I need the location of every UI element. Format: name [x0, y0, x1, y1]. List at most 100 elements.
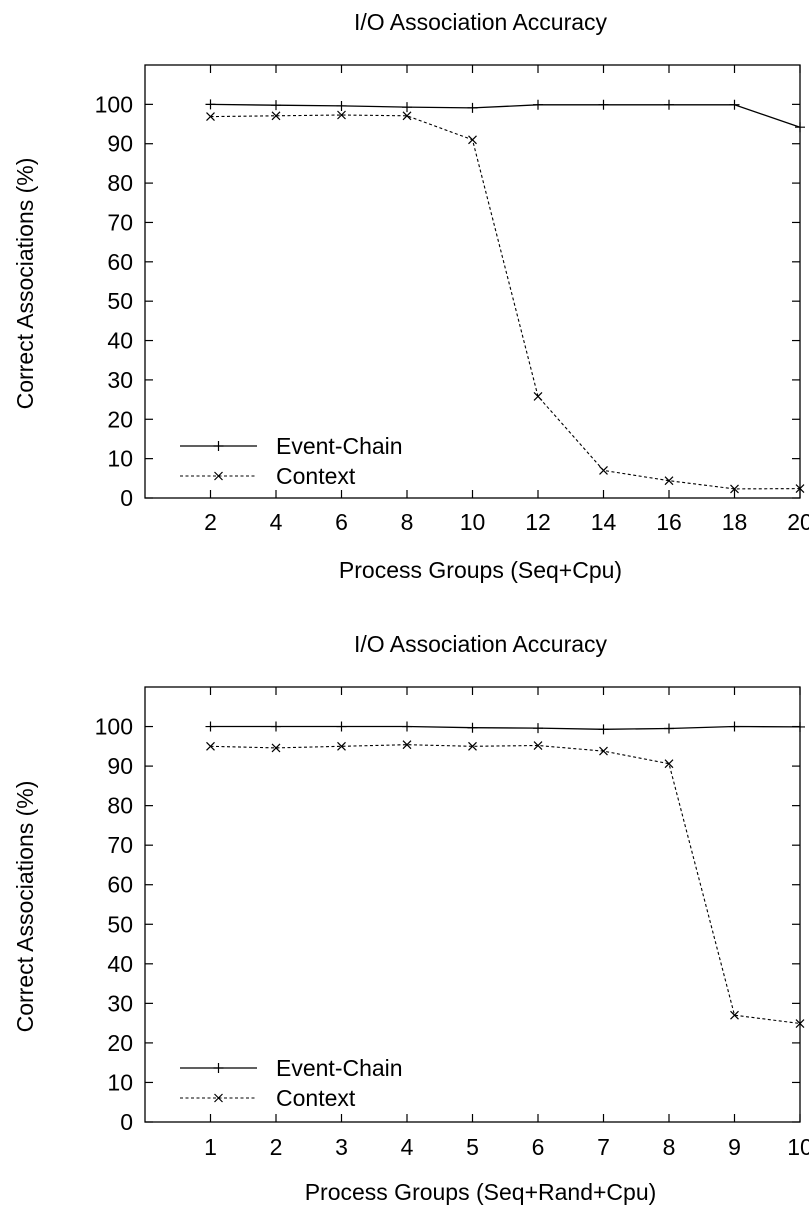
- series-event-chain: [205, 99, 805, 133]
- x-tick-label: 10: [460, 509, 486, 535]
- legend-marker: [214, 471, 223, 481]
- x-tick-label: 16: [656, 509, 682, 535]
- x-tick-label: 9: [728, 1134, 741, 1160]
- data-point: [205, 99, 216, 110]
- y-tick-label: 70: [107, 209, 133, 235]
- x-tick-label: 3: [335, 1134, 348, 1160]
- y-tick-label: 80: [107, 170, 133, 196]
- data-point: [664, 723, 674, 734]
- x-axis-label: Process Groups (Seq+Cpu): [339, 557, 622, 583]
- data-point: [271, 721, 281, 732]
- legend-marker: [213, 441, 224, 451]
- y-tick-label: 80: [107, 793, 133, 819]
- series-context: [206, 740, 805, 1028]
- data-point: [795, 1019, 805, 1028]
- series-event-chain: [205, 721, 805, 735]
- chart-title: I/O Association Accuracy: [354, 9, 608, 35]
- y-tick-label: 90: [107, 131, 133, 157]
- y-axis-label: Correct Associations (%): [12, 781, 38, 1033]
- data-point: [795, 122, 805, 133]
- legend-label: Event-Chain: [276, 1055, 403, 1081]
- data-point: [402, 740, 412, 750]
- x-tick-label: 8: [663, 1134, 676, 1160]
- y-tick-label: 30: [107, 990, 133, 1016]
- x-tick-label: 2: [270, 1134, 283, 1160]
- data-point: [598, 99, 609, 110]
- y-tick-label: 10: [107, 446, 133, 472]
- y-axis-label: Correct Associations (%): [12, 158, 38, 410]
- legend-marker: [213, 1063, 224, 1073]
- x-tick-label: 6: [532, 1134, 545, 1160]
- data-point: [729, 99, 740, 110]
- data-point: [795, 484, 805, 493]
- chart-2: I/O Association Accuracy 0 10 20 30 40 50 60 70 8…: [12, 631, 809, 1205]
- y-tick-label: 40: [107, 328, 133, 354]
- series-line: [210, 725, 801, 730]
- data-point: [336, 721, 347, 732]
- data-point: [467, 722, 478, 733]
- data-point: [402, 111, 412, 121]
- y-tick-label: 60: [107, 249, 133, 275]
- x-tick-label: 12: [525, 509, 551, 535]
- data-point: [337, 110, 346, 120]
- data-point: [599, 746, 608, 756]
- data-point: [402, 721, 412, 732]
- data-point: [533, 392, 543, 401]
- y-tick-label: 40: [107, 951, 133, 977]
- data-point: [337, 741, 346, 751]
- x-tick-label: 6: [335, 509, 348, 535]
- y-tick-label: 30: [107, 367, 133, 393]
- y-tick-label: 20: [107, 406, 133, 432]
- x-tick-label: 1: [204, 1134, 217, 1160]
- x-tick-label: 4: [401, 1134, 414, 1160]
- data-point: [664, 759, 674, 769]
- x-tick-label: 4: [270, 509, 283, 535]
- data-point: [533, 741, 543, 750]
- data-point: [271, 743, 281, 753]
- data-point: [598, 724, 609, 735]
- x-tick-label: 5: [466, 1134, 479, 1160]
- data-point: [205, 721, 216, 732]
- chart-1: I/O Association Accuracy 0 10 20 30 40 50 60 70 8…: [12, 9, 809, 583]
- series-line: [210, 744, 801, 1025]
- data-point: [467, 102, 478, 113]
- data-point: [402, 102, 412, 113]
- y-tick-label: 50: [107, 911, 133, 937]
- data-point: [271, 111, 281, 121]
- data-point: [599, 466, 608, 475]
- series-context: [206, 110, 805, 494]
- data-point: [729, 721, 740, 732]
- y-tick-label: 10: [107, 1069, 133, 1095]
- data-point: [206, 112, 215, 121]
- y-tick-label: 50: [107, 288, 133, 314]
- series-line: [210, 103, 801, 128]
- y-tick-label: 0: [120, 485, 133, 511]
- data-point: [664, 99, 674, 110]
- y-tick-label: 70: [107, 832, 133, 858]
- y-tick-label: 100: [95, 91, 133, 117]
- x-tick-label: 10: [787, 1134, 809, 1160]
- y-tick-label: 90: [107, 753, 133, 779]
- y-tick-label: 100: [95, 714, 133, 740]
- x-tick-label: 2: [204, 509, 217, 535]
- x-tick-label: 20: [787, 509, 809, 535]
- x-tick-label: 7: [597, 1134, 610, 1160]
- legend-label: Context: [276, 463, 356, 489]
- x-tick-label: 8: [401, 509, 414, 535]
- y-tick-label: 60: [107, 872, 133, 898]
- data-point: [533, 99, 543, 110]
- data-point: [533, 723, 543, 734]
- data-point: [730, 1010, 739, 1020]
- data-point: [336, 100, 347, 111]
- x-tick-label: 14: [591, 509, 617, 535]
- legend: Event-Chain Context: [180, 1055, 403, 1111]
- legend-label: Event-Chain: [276, 433, 403, 459]
- data-point: [795, 721, 805, 732]
- chart-title: I/O Association Accuracy: [354, 631, 608, 657]
- legend-label: Context: [276, 1085, 356, 1111]
- series-line: [210, 114, 801, 490]
- y-tick-label: 0: [120, 1109, 133, 1135]
- data-point: [206, 741, 215, 751]
- y-tick-label: 20: [107, 1030, 133, 1056]
